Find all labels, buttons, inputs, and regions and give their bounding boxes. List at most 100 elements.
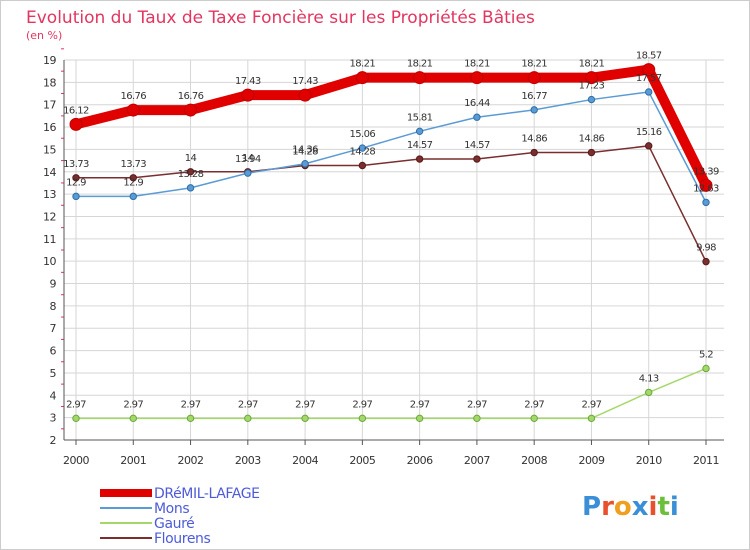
data-point [186, 184, 195, 192]
data-point [413, 71, 427, 85]
data-point [301, 414, 309, 423]
logo-letter: i [670, 492, 679, 522]
y-tick-label: 11 [43, 233, 56, 246]
data-label: 12.63 [693, 183, 719, 194]
data-label: 18.57 [636, 51, 662, 62]
data-point [702, 364, 710, 373]
data-point [587, 414, 596, 423]
data-label: 13.73 [63, 159, 89, 170]
data-point [699, 178, 713, 192]
legend-label-0: DRéMIL-LAFAGE [154, 486, 260, 502]
data-point [702, 257, 710, 266]
logo-letter: o [614, 492, 632, 522]
data-label: 14.36 [292, 145, 318, 156]
series-line-3 [75, 145, 707, 263]
data-label: 14.86 [579, 134, 605, 145]
data-label: 18.21 [579, 59, 605, 70]
data-point [126, 103, 140, 117]
data-label: 16.44 [464, 98, 490, 109]
data-point [473, 113, 481, 121]
data-label: 2.97 [181, 399, 201, 410]
data-point [69, 117, 83, 131]
y-tick-label: 6 [50, 345, 57, 358]
data-label: 13.94 [235, 154, 261, 165]
data-label: 16.12 [63, 105, 89, 116]
data-point [470, 71, 484, 85]
data-label: 14.57 [407, 140, 433, 151]
data-point [355, 71, 369, 85]
data-point [244, 169, 252, 177]
data-point [530, 414, 538, 423]
data-point [72, 174, 80, 182]
data-point [587, 95, 596, 104]
data-label: 18.21 [521, 59, 547, 70]
data-point [184, 103, 198, 117]
y-tick-label: 12 [43, 210, 56, 223]
data-label: 13.73 [120, 159, 146, 170]
data-label: 16.76 [178, 91, 204, 102]
data-label: 16.77 [521, 91, 547, 102]
legend-label-2: Gauré [154, 516, 194, 532]
x-tick-label: 2005 [349, 454, 375, 467]
y-tick-label: 16 [43, 121, 56, 134]
data-label: 2.97 [295, 399, 315, 410]
data-label: 14.28 [292, 147, 318, 158]
data-point [358, 144, 367, 152]
data-point [473, 414, 481, 423]
data-label: 2.97 [123, 399, 143, 410]
y-tick-label: 14 [43, 166, 56, 179]
data-label: 17.23 [579, 81, 605, 92]
y-tick-label: 15 [43, 143, 56, 156]
data-point [129, 174, 137, 182]
data-label-layer: 2.97 2.97 2.97 2.97 2.97 2.97 2.97 2.97 2.97 2.97… [63, 51, 719, 411]
data-point [473, 155, 481, 163]
data-point [129, 414, 137, 423]
y-tick-label: 19 [43, 54, 56, 67]
logo-letter: i [649, 492, 658, 522]
logo-letter: t [657, 492, 669, 522]
data-point [186, 168, 195, 176]
data-point [241, 88, 255, 102]
data-point [415, 155, 424, 163]
data-point [530, 106, 538, 114]
x-tick-label: 2007 [464, 454, 490, 467]
data-label: 12.9 [66, 177, 86, 188]
y-tick-label: 9 [50, 278, 57, 291]
data-point [584, 71, 598, 85]
y-tick-label: 13 [43, 188, 56, 201]
x-tick-label: 2009 [578, 454, 604, 467]
series-line-1 [75, 91, 707, 204]
data-label: 13.28 [178, 169, 204, 180]
data-label: 9.98 [696, 243, 716, 254]
data-point [358, 161, 367, 170]
data-point [301, 160, 309, 168]
x-tick-label: 2006 [407, 454, 433, 467]
y-tick-label: 4 [50, 389, 57, 402]
data-label: 2.97 [352, 399, 372, 410]
data-label: 13.39 [693, 166, 719, 177]
series-layer [69, 63, 713, 423]
data-label: 18.21 [350, 59, 376, 70]
data-point [72, 414, 80, 423]
x-tick-label: 2011 [693, 454, 719, 467]
x-tick-label: 2008 [521, 454, 547, 467]
data-point [244, 414, 252, 423]
data-label: 16.76 [120, 91, 146, 102]
data-label: 15.81 [407, 112, 433, 123]
data-label: 12.9 [123, 177, 143, 188]
data-point [298, 88, 312, 102]
axis-layer: 2 3 4 5 6 7 8 9 10 11 12 13 14 15 16 17 18 19 2000 2001 2002… [43, 48, 724, 467]
y-tick-label: 18 [43, 76, 56, 89]
data-label: 14 [185, 153, 197, 164]
data-label: 17.43 [235, 76, 261, 87]
data-point [587, 148, 596, 157]
proxiti-logo: Proxiti [582, 492, 679, 522]
data-label: 4.13 [639, 373, 659, 384]
logo-text: Proxiti [582, 492, 679, 522]
data-point [645, 88, 653, 96]
data-point [702, 198, 710, 207]
